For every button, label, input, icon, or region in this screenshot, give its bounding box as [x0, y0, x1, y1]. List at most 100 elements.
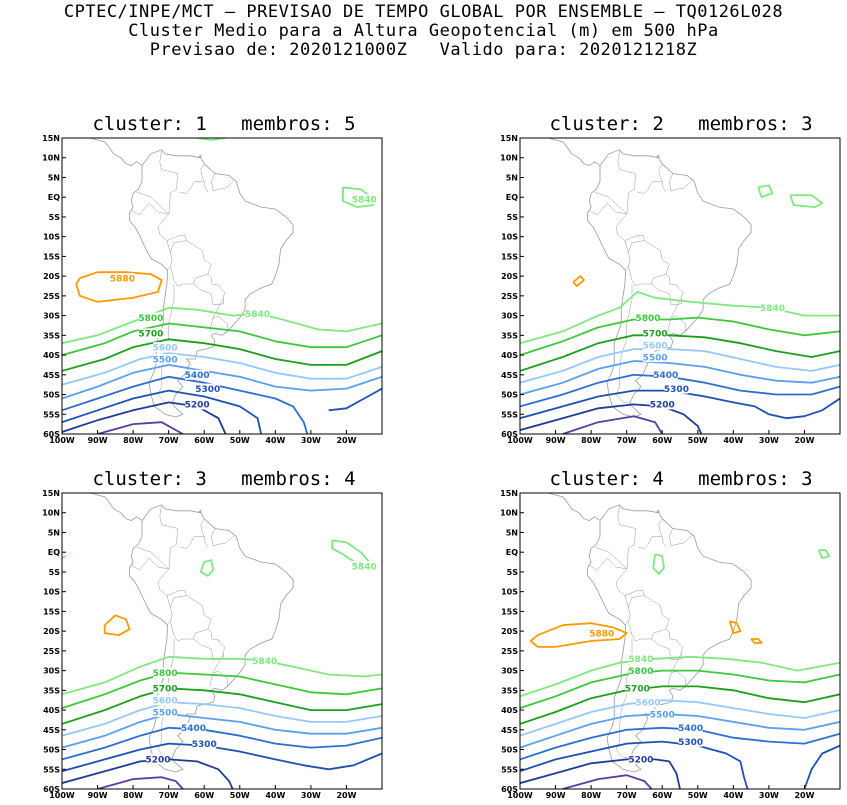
contour-label-bg — [138, 312, 163, 323]
contour-label-5300: 5300 — [195, 385, 220, 395]
contour-label-bg — [245, 308, 270, 319]
contour-5400 — [62, 726, 382, 761]
panel-1-title: cluster: 1 membros: 5 — [92, 113, 356, 135]
contour-label-bg — [181, 722, 206, 733]
contour-label-bg — [664, 383, 689, 394]
x-tick-label: 80W — [123, 436, 143, 445]
country-border — [211, 173, 235, 192]
country-border — [661, 536, 667, 548]
contour-label-5700: 5700 — [138, 330, 163, 340]
contour-5500 — [520, 360, 840, 396]
x-tick-label: 100W — [49, 436, 75, 445]
contour-label-bg — [625, 683, 650, 694]
contour-5600 — [520, 699, 840, 737]
y-tick-label: 15S — [43, 607, 60, 616]
plot-frame — [519, 492, 841, 790]
contour-label-bg — [643, 340, 668, 351]
contour-label-5800: 5800 — [138, 314, 163, 324]
country-border — [179, 518, 205, 549]
contour-label-5200: 5200 — [650, 401, 675, 411]
contour-label-5700: 5700 — [643, 330, 668, 340]
x-tick-label: 100W — [49, 791, 75, 800]
x-tick-label: 80W — [581, 436, 601, 445]
contour-label-5700: 5700 — [153, 685, 178, 695]
country-border — [651, 274, 683, 306]
x-tick-label: 30W — [301, 791, 321, 800]
contour-5600 — [62, 352, 382, 386]
country-border — [594, 191, 627, 214]
y-tick-label: 35S — [501, 686, 518, 695]
country-border — [166, 235, 187, 241]
contour-label-bg — [628, 653, 653, 664]
contour-label-bg — [185, 369, 210, 380]
contour-label-5300: 5300 — [192, 740, 217, 750]
contour-5300 — [520, 389, 840, 420]
contour-label-bg — [628, 754, 653, 765]
y-tick-label: 30S — [43, 312, 60, 321]
y-tick-label: 40S — [501, 706, 518, 715]
contour-label-bg — [195, 383, 220, 394]
country-border — [615, 568, 631, 625]
country-border — [661, 181, 667, 193]
y-tick-label: 15N — [500, 489, 518, 498]
y-tick-label: 55S — [501, 410, 518, 419]
y-tick-label: 35S — [501, 331, 518, 340]
contour-5400 — [520, 373, 840, 408]
country-border — [671, 316, 686, 331]
country-border — [203, 181, 209, 193]
x-tick-label: 40W — [723, 791, 743, 800]
y-tick-label: 5N — [48, 173, 60, 182]
y-tick-label: 55S — [43, 410, 60, 419]
country-border — [131, 557, 169, 571]
contour-5600 — [520, 348, 840, 384]
country-border — [594, 546, 627, 569]
x-tick-label: 50W — [230, 791, 250, 800]
y-tick-label: 35S — [43, 331, 60, 340]
y-tick-label: EQ — [48, 548, 60, 557]
coastline — [90, 493, 143, 522]
country-border — [179, 163, 205, 194]
y-tick-label: 5N — [506, 173, 518, 182]
contour-label-5300: 5300 — [678, 738, 703, 748]
coastline — [90, 138, 143, 167]
contour-label-bg — [643, 352, 668, 363]
contour-5800 — [62, 671, 382, 709]
y-tick-label: 40S — [43, 706, 60, 715]
country-border — [589, 202, 627, 216]
country-border — [669, 528, 693, 547]
country-border — [212, 298, 224, 318]
y-tick-label: 15S — [501, 607, 518, 616]
contour-label-bg — [153, 667, 178, 678]
contour-label-5840: 5840 — [245, 310, 270, 320]
y-tick-label: 60S — [501, 785, 518, 794]
contour-5800 — [62, 322, 382, 356]
contour-5840 — [520, 655, 840, 698]
contour-5300 — [62, 742, 382, 773]
y-tick-label: 50S — [43, 391, 60, 400]
contour-label-bg — [650, 709, 675, 720]
country-border — [624, 235, 645, 241]
coastline — [129, 149, 294, 418]
country-border — [136, 191, 169, 214]
contour-5700 — [520, 334, 840, 372]
y-tick-label: 5S — [49, 213, 61, 222]
country-border — [157, 213, 173, 270]
contour-label-bg — [653, 369, 678, 380]
country-border — [637, 518, 663, 549]
contour-label-bg — [153, 354, 178, 365]
country-border — [166, 590, 187, 596]
x-tick-label: 90W — [88, 436, 108, 445]
country-border — [637, 163, 663, 194]
contour-label-5840: 5840 — [628, 655, 653, 665]
y-tick-label: 45S — [43, 726, 60, 735]
country-border — [193, 274, 225, 306]
contour-5100 — [97, 776, 184, 789]
y-tick-label: 10N — [500, 509, 518, 518]
contour-label-5800: 5800 — [635, 314, 660, 324]
y-tick-label: 5N — [506, 528, 518, 537]
y-tick-label: 15S — [501, 252, 518, 261]
contour-label-bg — [760, 302, 785, 313]
contour-label-bg — [589, 628, 614, 639]
